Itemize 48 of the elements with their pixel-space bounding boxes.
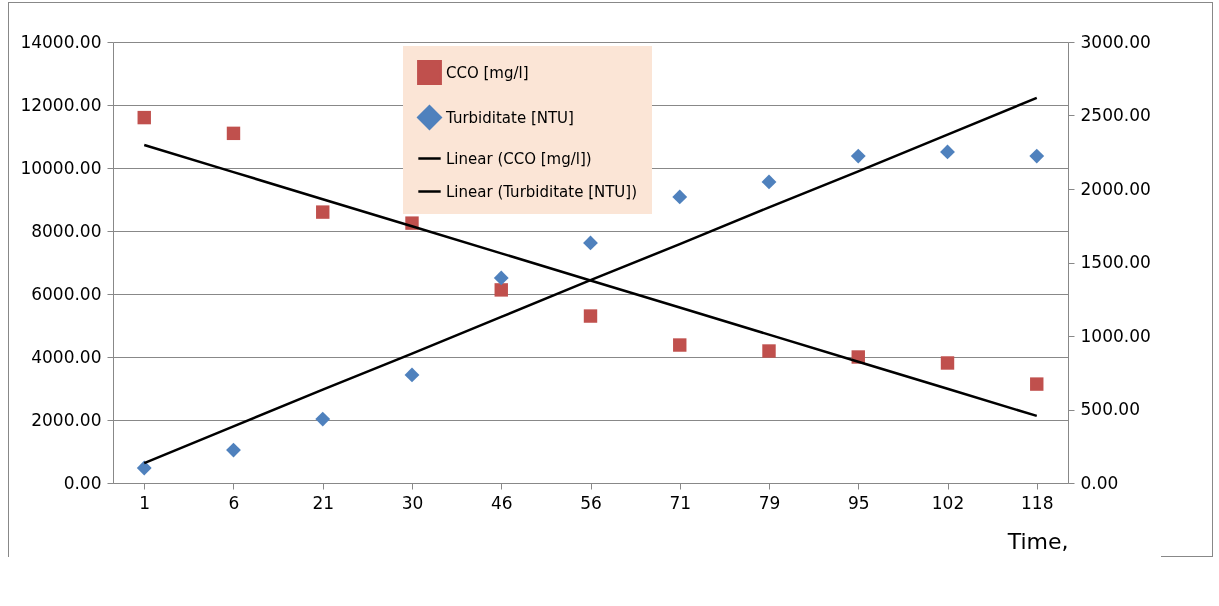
y2-tick-label: 3000.00 xyxy=(1080,31,1151,52)
legend-label: Linear (Turbiditate [NTU]) xyxy=(446,182,638,201)
x-tick-label: 79 xyxy=(758,492,781,513)
point xyxy=(226,126,241,141)
x-tick-label: 118 xyxy=(1021,492,1054,513)
point xyxy=(940,356,955,370)
y-tick-label: 12000.00 xyxy=(20,94,102,115)
point xyxy=(136,460,152,476)
point xyxy=(494,283,508,297)
y-tick-label: 2000.00 xyxy=(31,409,102,430)
x-tick-label: 95 xyxy=(847,492,870,513)
point xyxy=(137,110,151,125)
x-tick-label: 56 xyxy=(580,492,602,513)
point xyxy=(315,411,331,427)
y2-tick-label: 1500.00 xyxy=(1080,252,1151,272)
y2-tick-label: 2500.00 xyxy=(1080,105,1151,125)
x-axis-title: Time, xyxy=(1006,528,1069,554)
point xyxy=(673,338,687,352)
y2-tick-label: 500.00 xyxy=(1080,399,1140,419)
point xyxy=(1030,377,1044,391)
point xyxy=(583,309,598,323)
x-tick-label: 21 xyxy=(312,492,335,513)
y-tick-label: 10000.00 xyxy=(20,157,102,178)
x-tick-label: 1 xyxy=(139,492,151,513)
point xyxy=(762,344,776,358)
point xyxy=(493,270,509,286)
point xyxy=(1029,148,1045,164)
y-tick-label: 6000.00 xyxy=(31,283,102,304)
point xyxy=(404,367,420,383)
y2-tick-label: 1000.00 xyxy=(1080,325,1151,346)
point xyxy=(761,174,777,190)
y-tick-label: 4000.00 xyxy=(31,346,102,367)
y2-tick-label: 0.00 xyxy=(1080,472,1119,493)
y2-tick-label: 2000.00 xyxy=(1080,178,1151,199)
x-tick-label: 6 xyxy=(228,492,240,513)
point xyxy=(672,189,688,205)
y-tick-label: 0.00 xyxy=(63,472,102,493)
x-tick-label: 46 xyxy=(490,492,513,513)
x-tick-label: 102 xyxy=(931,492,965,513)
legend-label: Turbiditate [NTU] xyxy=(445,108,574,127)
point xyxy=(316,205,330,219)
y-tick-label: 14000.00 xyxy=(20,31,102,52)
x-tick-label: 71 xyxy=(669,492,692,513)
y-tick-label: 8000.00 xyxy=(31,220,102,241)
point xyxy=(850,148,866,164)
x-tick-label: 30 xyxy=(401,492,424,513)
legend-label: Linear (CCO [mg/l]) xyxy=(446,149,592,168)
legend-label: CCO [mg/l] xyxy=(446,63,529,82)
